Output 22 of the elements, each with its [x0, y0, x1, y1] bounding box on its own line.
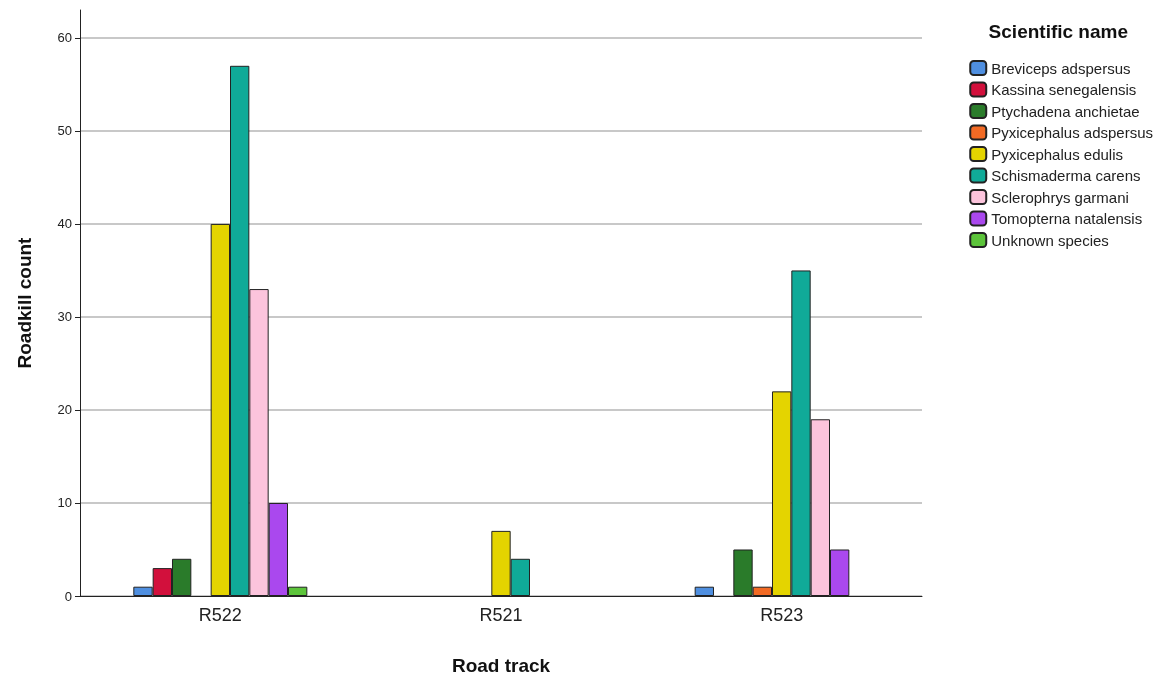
y-tick-label: 60	[57, 30, 72, 46]
y-tick-label: 40	[57, 216, 72, 232]
legend-label: Pyxicephalus adspersus	[991, 124, 1154, 141]
y-axis-title: Roadkill count	[14, 236, 35, 369]
y-tick-label: 20	[57, 402, 72, 418]
x-tick-label: R521	[479, 605, 523, 625]
x-axis-title: Road track	[451, 655, 551, 676]
y-tick-label: 50	[57, 123, 72, 139]
x-tick-label: R522	[198, 605, 242, 625]
legend-label: Schismaderma carens	[991, 167, 1141, 184]
legend-label: Tomopterna natalensis	[991, 210, 1143, 227]
y-tick-label: 10	[57, 495, 72, 511]
legend-label: Kassina senegalensis	[991, 81, 1137, 98]
legend-label: Pyxicephalus edulis	[991, 145, 1123, 163]
legend-label: Unknown species	[991, 231, 1109, 249]
legend-label: Ptychadena anchietae	[991, 102, 1140, 120]
y-tick-label: 0	[64, 588, 72, 604]
legend-label: Sclerophrys garmani	[991, 188, 1129, 206]
y-tick-label: 30	[57, 309, 72, 325]
x-tick-label: R523	[760, 605, 804, 625]
legend-label: Breviceps adspersus	[991, 59, 1131, 77]
legend-title: Scientific name	[988, 21, 1129, 42]
